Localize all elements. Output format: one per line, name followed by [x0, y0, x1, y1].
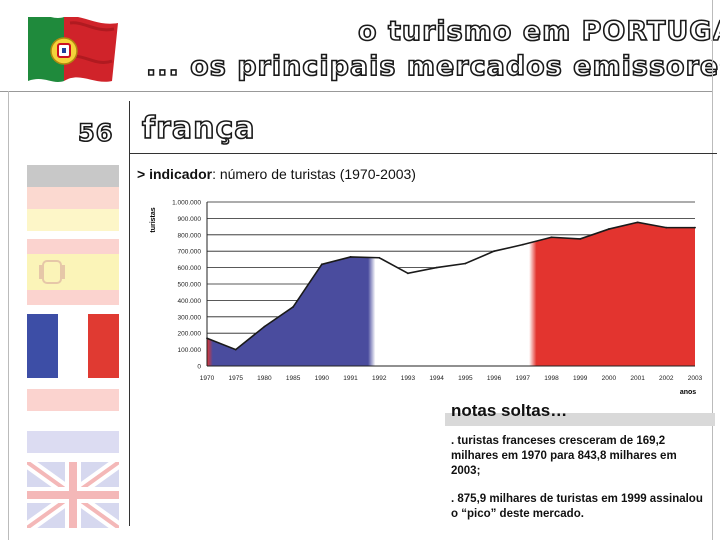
germany-flag-icon [27, 165, 119, 231]
sidebar-divider [129, 101, 130, 526]
x-tick-label: 1985 [286, 375, 301, 382]
y-tick-label: 300.000 [178, 314, 202, 321]
x-tick-label: 1975 [228, 375, 243, 382]
x-tick-label: 1997 [516, 375, 531, 382]
title-line-1: o turismo em PORTUGAL [357, 15, 720, 48]
data-point [263, 325, 266, 328]
data-point [407, 272, 409, 275]
data-point [607, 228, 610, 230]
data-point [550, 236, 553, 239]
indicator-label: > indicador: número de turistas (1970-20… [137, 166, 416, 182]
data-point [378, 256, 381, 259]
tourists-line [206, 221, 695, 351]
data-point [464, 262, 467, 265]
tourists-chart: 0 100.000 200.000 300.000 400.000 500.000 600.… [150, 200, 703, 397]
x-tick-label: 1998 [544, 375, 559, 382]
france-flag-icon [27, 314, 119, 378]
x-tick-label: 1991 [343, 375, 358, 382]
data-point [234, 348, 237, 351]
x-tick-label: 2002 [659, 375, 674, 382]
data-point [636, 221, 639, 224]
x-tick-label: 2000 [602, 375, 617, 382]
x-tick-label: 1995 [458, 375, 473, 382]
indicator-text: : número de turistas (1970-2003) [212, 166, 416, 182]
uk-flag-icon [27, 462, 119, 528]
data-point [521, 243, 524, 246]
notes-title: notas soltas… [451, 401, 568, 420]
portugal-flag-icon [28, 17, 118, 82]
data-point [320, 263, 323, 266]
data-point [435, 266, 438, 269]
x-tick-label: 1993 [401, 375, 416, 382]
y-tick-label: 100.000 [178, 347, 202, 354]
x-tick-label: 1990 [315, 375, 330, 382]
x-tick-label: 1996 [487, 375, 502, 382]
x-tick-label: 1994 [429, 375, 444, 382]
data-point [665, 226, 668, 229]
netherlands-flag-icon [27, 389, 119, 453]
data-point [579, 238, 582, 240]
y-tick-label: 700.000 [178, 249, 202, 256]
data-point [694, 226, 696, 229]
y-axis-label: turistas [150, 207, 157, 232]
y-tick-label: 900.000 [178, 216, 202, 223]
x-tick-label: 2003 [688, 375, 703, 382]
y-tick-label: 600.000 [178, 265, 202, 272]
data-point [292, 306, 295, 308]
tourists-area [207, 222, 695, 366]
y-tick-label: 800.000 [178, 232, 202, 239]
header-divider [0, 91, 712, 92]
y-tick-label: 0 [197, 364, 201, 371]
x-tick-labels: 1970 1975 1980 1985 1990 1991 1992 1993 1994 1995… [200, 375, 703, 382]
page-number: 56 [77, 118, 114, 148]
left-border [8, 91, 9, 540]
x-tick-label: 1980 [257, 375, 272, 382]
spain-flag-icon [27, 239, 119, 305]
data-point [349, 256, 352, 258]
y-tick-labels: 0 100.000 200.000 300.000 400.000 500.000 600.… [172, 200, 201, 371]
country-title: frança [141, 110, 256, 147]
data-point [493, 250, 495, 253]
y-tick-label: 500.000 [178, 282, 202, 289]
x-tick-label: 1992 [372, 375, 387, 382]
notes-title-bar [445, 413, 715, 426]
x-axis-label: anos [680, 389, 696, 396]
x-tick-label: 1970 [200, 375, 215, 382]
note-item: . 875,9 milhares de turistas em 1999 ass… [451, 493, 703, 520]
indicator-prefix: > indicador [137, 166, 213, 182]
y-tick-label: 1.000.000 [172, 200, 201, 207]
y-tick-label: 200.000 [178, 331, 202, 338]
data-point [206, 337, 208, 340]
right-border [712, 0, 713, 540]
title-line-2: ... os principais mercados emissores [145, 50, 720, 83]
y-tick-label: 400.000 [178, 298, 202, 305]
x-tick-label: 2001 [630, 375, 645, 382]
data-points [206, 221, 696, 351]
note-item: . turistas franceses cresceram de 169,2 … [451, 435, 677, 477]
x-tick-label: 1999 [573, 375, 588, 382]
section-divider [129, 153, 717, 154]
